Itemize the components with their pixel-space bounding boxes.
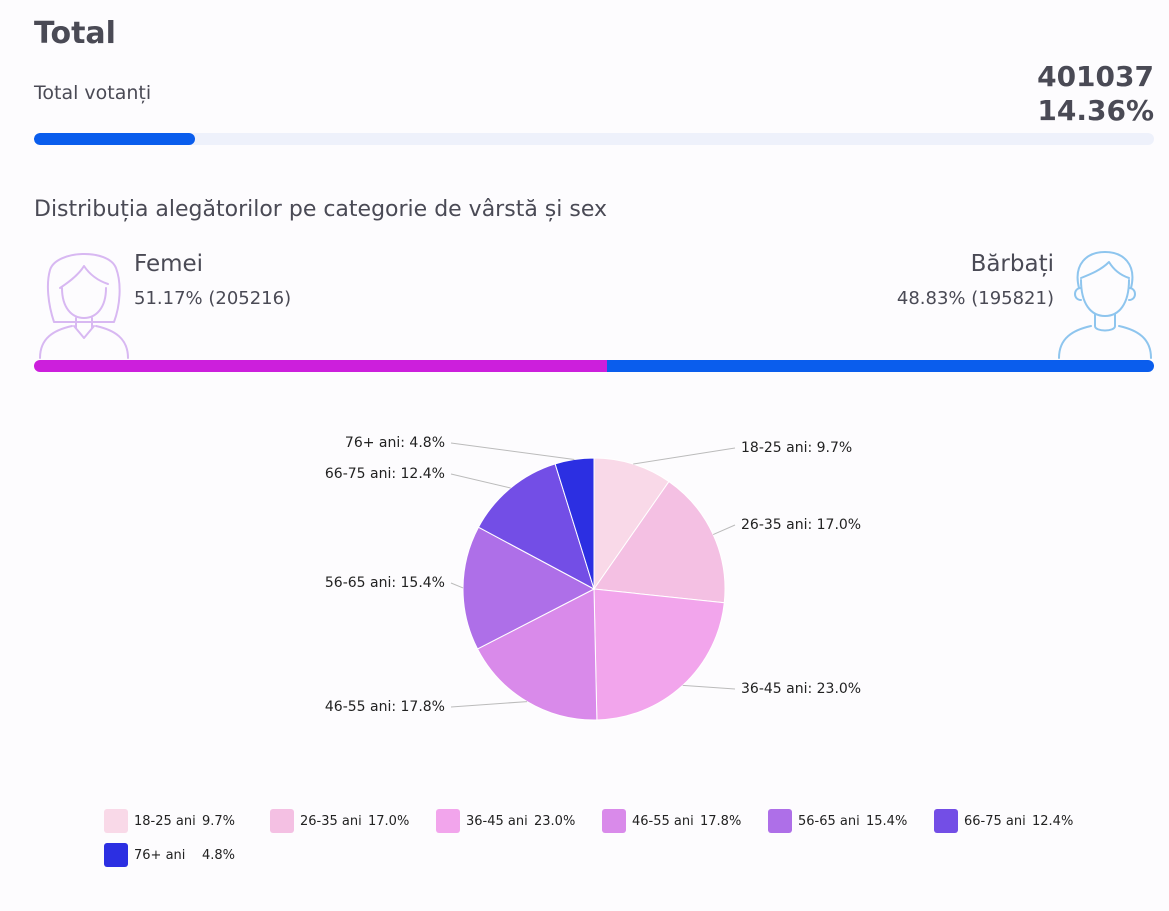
pie-data-label: 18-25 ani: 9.7% — [741, 440, 852, 456]
pie-slice-46-55-ani[interactable] — [476, 588, 598, 721]
legend-item[interactable]: 36-45 ani 23.0% — [436, 808, 602, 834]
male-stats: 48.83% (195821) — [896, 288, 1054, 309]
legend-swatch — [602, 809, 626, 833]
chart-legend: 18-25 ani 9.7% 26-35 ani 17.0% 36-45 ani 23.0… — [104, 808, 1104, 868]
turnout-progress-fill — [34, 133, 195, 145]
pie-leader-line — [712, 524, 736, 536]
distribution-title: Distribuția alegătorilor pe categorie de… — [34, 197, 607, 222]
legend-value: 23.0% — [534, 813, 576, 829]
total-voters-percent: 14.36% — [1037, 94, 1154, 127]
pie-data-label: 76+ ani: 4.8% — [345, 435, 445, 451]
legend-swatch — [768, 809, 792, 833]
legend-value: 17.0% — [368, 813, 410, 829]
turnout-progress-bar — [34, 133, 1154, 145]
gender-split-bar — [34, 360, 1154, 372]
legend-item[interactable]: 18-25 ani 9.7% — [104, 808, 270, 834]
legend-value: 17.8% — [700, 813, 742, 829]
male-label: Bărbați — [970, 251, 1054, 277]
legend-value: 9.7% — [202, 813, 236, 829]
legend-value: 4.8% — [202, 847, 236, 863]
legend-value: 15.4% — [866, 813, 908, 829]
total-voters-label: Total votanți — [34, 82, 152, 104]
legend-swatch — [934, 809, 958, 833]
pie-data-label: 36-45 ani: 23.0% — [741, 681, 861, 697]
gender-bar-male — [607, 360, 1154, 372]
pie-leader-line — [682, 684, 736, 690]
female-avatar-icon — [39, 253, 129, 359]
legend-value: 12.4% — [1032, 813, 1074, 829]
legend-label: 26-35 ani — [300, 813, 362, 829]
legend-item[interactable]: 56-65 ani 15.4% — [768, 808, 934, 834]
pie-leader-line — [450, 701, 528, 708]
legend-item[interactable]: 66-75 ani 12.4% — [934, 808, 1100, 834]
pie-leader-line — [450, 582, 464, 589]
pie-slice-76-ani[interactable] — [554, 457, 595, 590]
pie-data-label: 56-65 ani: 15.4% — [325, 575, 445, 591]
male-avatar-icon — [1058, 251, 1152, 359]
pie-slice-26-35-ani[interactable] — [593, 480, 726, 604]
female-label: Femei — [134, 251, 204, 277]
pie-leader-line — [450, 442, 575, 460]
pie-data-label: 66-75 ani: 12.4% — [325, 466, 445, 482]
pie-data-label: 46-55 ani: 17.8% — [325, 699, 445, 715]
legend-label: 46-55 ani — [632, 813, 694, 829]
pie-slice-66-75-ani[interactable] — [477, 463, 595, 591]
legend-label: 36-45 ani — [466, 813, 528, 829]
pie-leader-line — [450, 473, 511, 489]
legend-label: 18-25 ani — [134, 813, 196, 829]
legend-item[interactable]: 26-35 ani 17.0% — [270, 808, 436, 834]
legend-item[interactable]: 76+ ani 4.8% — [104, 842, 270, 868]
legend-swatch — [436, 809, 460, 833]
legend-label: 76+ ani — [134, 847, 186, 863]
legend-label: 56-65 ani — [798, 813, 860, 829]
age-pie-chart: 18-25 ani: 9.7% 26-35 ani: 17.0% 36-45 ani… — [325, 435, 861, 721]
page-title: Total — [34, 16, 116, 51]
pie-data-label: 26-35 ani: 17.0% — [741, 517, 861, 533]
pie-slice-18-25-ani[interactable] — [593, 457, 670, 591]
legend-swatch — [104, 809, 128, 833]
gender-bar-female — [34, 360, 608, 372]
legend-item[interactable]: 46-55 ani 17.8% — [602, 808, 768, 834]
pie-slice-36-45-ani[interactable] — [593, 588, 725, 721]
legend-swatch — [270, 809, 294, 833]
female-stats: 51.17% (205216) — [134, 288, 292, 309]
pie-leader-line — [633, 447, 736, 465]
legend-swatch — [104, 843, 128, 867]
total-voters-count: 401037 — [1037, 60, 1154, 93]
legend-label: 66-75 ani — [964, 813, 1026, 829]
